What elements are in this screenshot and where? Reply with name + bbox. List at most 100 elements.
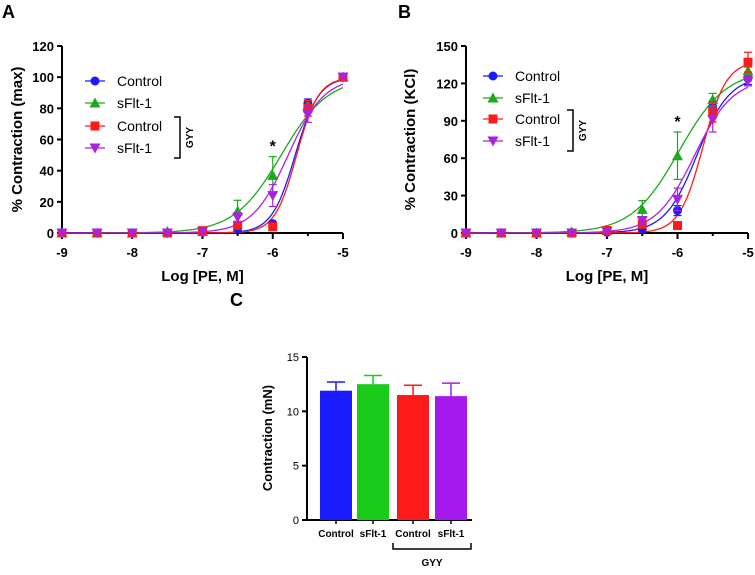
x-tick-label: -8 (531, 245, 543, 260)
marker-triangle-up (672, 150, 683, 161)
marker-triangle-down (161, 228, 173, 239)
y-tick-label: 0 (47, 226, 54, 241)
marker-triangle-down (91, 228, 103, 239)
marker-triangle-down (232, 212, 244, 223)
marker-triangle-down (337, 72, 349, 83)
marker-triangle-down (302, 110, 314, 121)
marker-square (268, 222, 278, 232)
y-tick-label: 80 (40, 101, 54, 116)
bar (357, 384, 389, 520)
marker-square (233, 220, 243, 230)
panel-a-label: A (2, 2, 15, 22)
fit-curve (466, 77, 749, 234)
fit-curve (62, 83, 344, 234)
group-label: GYY (185, 127, 196, 148)
panel-b-label: B (398, 2, 411, 22)
marker-triangle-down (742, 76, 754, 87)
x-axis-label: Log [PE, M] (161, 268, 244, 285)
x-tick-label: -5 (742, 245, 754, 260)
group-bracket (392, 543, 472, 550)
bar (397, 395, 429, 520)
x-tick-label: -5 (337, 245, 349, 260)
fit-curve (466, 63, 749, 234)
x-tick-label: -6 (267, 245, 279, 260)
y-tick-label: 40 (40, 164, 54, 179)
marker-triangle-down (601, 227, 613, 238)
marker-circle (90, 76, 100, 86)
y-tick-label: 30 (444, 189, 458, 204)
marker-triangle-down (636, 216, 648, 227)
group-label: GYY (578, 120, 589, 141)
y-axis-label: % Contraction (KCl) (402, 69, 419, 211)
y-tick-label: 5 (293, 461, 299, 473)
x-tick-label: Control (395, 529, 431, 540)
y-tick-label: 10 (287, 406, 299, 418)
x-tick-label: -7 (197, 245, 209, 260)
y-tick-label: 15 (287, 352, 299, 364)
bar (320, 390, 352, 520)
marker-triangle-up (267, 169, 279, 180)
x-tick-label: -9 (56, 245, 68, 260)
significance-star: * (270, 139, 277, 156)
x-tick-label: -8 (126, 245, 138, 260)
legend-label: sFlt-1 (515, 133, 550, 149)
x-tick-label: -7 (601, 245, 613, 260)
marker-square (673, 221, 682, 231)
legend-label: sFlt-1 (117, 95, 152, 111)
y-tick-label: 60 (444, 151, 458, 166)
legend-label: Control (515, 111, 560, 127)
y-axis-label: % Contraction (max) (9, 67, 26, 213)
x-axis-label: Log [PE, M] (566, 268, 649, 285)
y-tick-label: 150 (436, 39, 458, 54)
legend-label: Control (515, 68, 560, 84)
legend-label: Control (117, 73, 162, 89)
marker-triangle-down (267, 191, 279, 202)
marker-triangle-up (89, 97, 101, 108)
marker-triangle-down (126, 228, 138, 239)
marker-square (743, 57, 753, 67)
group-label: GYY (421, 558, 442, 569)
x-tick-label: sFlt-1 (360, 529, 387, 540)
bar (435, 396, 467, 520)
panel-a-chart: 0 20 40 60 80 100 120 -9 -8 -7 -6 -5 Log [PE, M] % Co… (9, 39, 349, 285)
significance-star: * (674, 114, 681, 131)
legend-label: sFlt-1 (515, 90, 550, 106)
marker-circle (488, 71, 498, 81)
marker-triangle-down (197, 226, 208, 237)
marker-triangle-down (672, 194, 683, 205)
group-bracket (174, 116, 181, 159)
fit-curve (62, 87, 344, 234)
x-tick-label: -6 (672, 245, 684, 260)
marker-triangle-down (707, 115, 719, 126)
panel-c-chart: 0 5 10 15 Contraction (mN) Control sFlt-1 Contr… (260, 352, 472, 569)
y-tick-label: 0 (293, 515, 299, 527)
marker-square (90, 121, 100, 131)
group-bracket (567, 109, 574, 152)
marker-triangle-down (566, 228, 578, 239)
marker-triangle-down (495, 228, 507, 239)
fit-curve (466, 81, 749, 234)
y-tick-label: 0 (451, 226, 458, 241)
y-tick-label: 120 (436, 76, 458, 91)
x-tick-label: sFlt-1 (438, 529, 465, 540)
y-tick-label: 120 (32, 39, 54, 54)
y-tick-label: 100 (32, 70, 54, 85)
legend-label: Control (117, 118, 162, 134)
y-axis-label: Contraction (mN) (260, 385, 275, 491)
y-tick-label: 60 (40, 133, 54, 148)
marker-square (488, 114, 498, 124)
y-tick-label: 20 (40, 195, 54, 210)
x-tick-label: -9 (460, 245, 472, 260)
marker-triangle-up (487, 92, 499, 103)
marker-triangle-down (56, 228, 68, 239)
marker-triangle-down (487, 136, 499, 147)
marker-triangle-down (460, 228, 472, 239)
marker-triangle-down (89, 143, 101, 154)
panel-b-chart: 0 30 60 90 120 150 -9 -8 -7 -6 -5 Log [PE, M] % Cont… (402, 39, 754, 285)
legend-label: sFlt-1 (117, 140, 152, 156)
marker-triangle-down (531, 228, 542, 239)
y-tick-label: 90 (444, 114, 458, 129)
x-tick-label: Control (318, 529, 354, 540)
marker-triangle-up (636, 203, 648, 214)
